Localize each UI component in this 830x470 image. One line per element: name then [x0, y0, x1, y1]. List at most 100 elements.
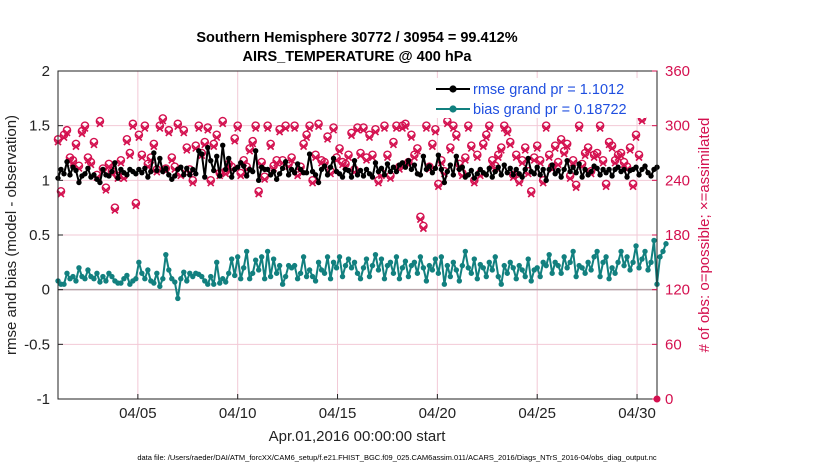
- y-tick-label-left: -0.5: [24, 336, 50, 353]
- obs-assimilated-marker: [401, 123, 409, 131]
- data-point: [513, 166, 519, 173]
- data-point: [438, 166, 445, 173]
- data-point: [471, 175, 478, 181]
- data-point: [438, 254, 445, 260]
- data-point: [351, 157, 358, 164]
- data-point: [390, 164, 397, 170]
- data-point: [279, 165, 286, 172]
- data-point: [561, 166, 567, 173]
- data-point: [330, 259, 337, 266]
- obs-assimilated-marker: [413, 147, 421, 155]
- obs-assimilated-marker: [96, 120, 104, 128]
- data-point: [645, 267, 651, 273]
- data-point: [450, 172, 457, 178]
- obs-assimilated-marker: [365, 133, 374, 142]
- obs-assimilated-marker: [249, 140, 257, 148]
- data-point: [606, 166, 612, 173]
- obs-assimilated-marker: [470, 179, 478, 187]
- obs-assimilated-marker: [231, 137, 239, 145]
- obs-assimilated-marker: [135, 133, 143, 142]
- data-point: [291, 262, 298, 269]
- obs-assimilated-marker: [126, 152, 134, 160]
- data-point: [249, 168, 256, 175]
- data-point: [558, 270, 564, 276]
- data-point: [103, 278, 109, 284]
- data-point: [294, 276, 301, 282]
- obs-assimilated-marker: [422, 124, 430, 132]
- obs-assimilated-marker: [533, 144, 541, 153]
- data-point: [82, 276, 88, 282]
- obs-assimilated-marker: [569, 159, 577, 167]
- data-point: [214, 259, 220, 266]
- data-point: [97, 179, 103, 186]
- obs-assimilated-marker: [572, 184, 580, 192]
- y-tick-label-left: -1: [37, 391, 50, 408]
- obs-assimilated-marker: [527, 190, 535, 198]
- data-point: [109, 273, 115, 280]
- data-point: [639, 256, 645, 262]
- data-point: [498, 172, 504, 178]
- obs-assimilated-marker: [452, 133, 460, 142]
- data-point: [348, 265, 355, 271]
- data-point: [285, 172, 292, 178]
- data-point: [393, 168, 400, 175]
- obs-assimilated-marker: [138, 153, 146, 162]
- data-point: [172, 173, 178, 179]
- legend-rmse-marker: [449, 85, 457, 93]
- data-point: [336, 254, 343, 260]
- data-point: [363, 166, 370, 173]
- data-point: [258, 254, 265, 260]
- data-point: [315, 179, 322, 186]
- obs-assimilated-marker: [506, 141, 514, 149]
- data-point: [190, 166, 196, 173]
- obs-assimilated-marker: [368, 153, 377, 162]
- obs-assimilated-marker: [392, 124, 401, 132]
- data-point: [282, 273, 289, 280]
- data-point: [486, 165, 492, 172]
- obs-assimilated-marker: [371, 128, 380, 136]
- data-point: [564, 265, 570, 271]
- data-point: [97, 279, 103, 285]
- data-point: [252, 257, 259, 263]
- data-point: [618, 248, 624, 255]
- bias-series: [55, 237, 669, 302]
- data-point: [429, 267, 436, 273]
- data-point: [267, 273, 274, 280]
- data-point: [651, 237, 657, 244]
- x-tick-label: 04/10: [219, 405, 257, 422]
- obs-assimilated-marker: [632, 133, 640, 142]
- obs-assimilated-marker: [374, 179, 383, 187]
- data-point: [205, 144, 211, 151]
- obs-assimilated-marker: [503, 129, 511, 137]
- data-point: [495, 273, 501, 280]
- data-point: [100, 273, 106, 280]
- data-point: [330, 155, 337, 162]
- obs-assimilated-marker: [60, 133, 68, 142]
- data-point: [139, 169, 145, 176]
- data-point: [175, 295, 181, 302]
- obs-assimilated-marker: [180, 129, 188, 137]
- x-tick-label: 04/15: [319, 405, 357, 422]
- obs-assimilated-marker: [306, 124, 314, 132]
- obs-assimilated-marker: [222, 170, 230, 178]
- obs-assimilated-marker: [264, 124, 272, 132]
- data-point: [525, 155, 531, 162]
- data-point: [417, 172, 424, 178]
- data-point: [609, 265, 615, 271]
- obs-assimilated-marker: [195, 124, 203, 132]
- x-tick-label: 04/05: [119, 405, 157, 422]
- obs-assimilated-marker: [473, 153, 481, 162]
- obs-assimilated-marker: [497, 146, 505, 154]
- data-point: [519, 174, 525, 180]
- data-point: [243, 248, 250, 255]
- data-point: [648, 173, 654, 179]
- data-point: [492, 168, 498, 175]
- data-point: [507, 165, 513, 172]
- data-point: [76, 179, 82, 186]
- data-point: [429, 169, 436, 176]
- data-point: [342, 262, 349, 269]
- data-point: [522, 273, 528, 280]
- data-point: [339, 174, 346, 180]
- obs-assimilated-marker: [63, 129, 71, 137]
- obs-assimilated-marker: [461, 156, 469, 164]
